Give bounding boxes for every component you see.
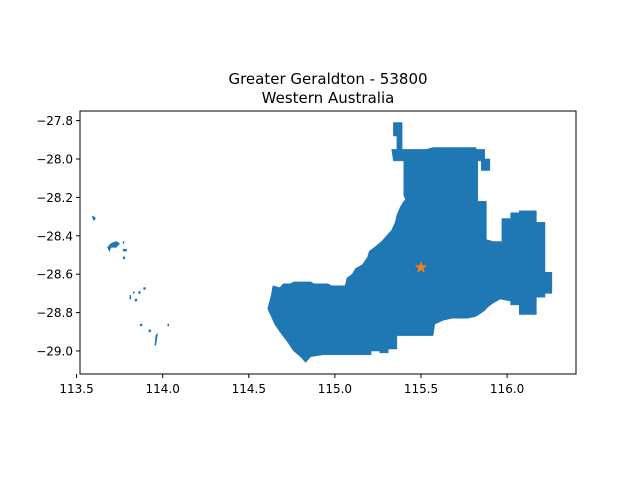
region-island-fragment xyxy=(122,256,126,260)
x-tick-label: 113.5 xyxy=(59,382,93,396)
region-island-fragment xyxy=(129,295,132,300)
region-island-fragment xyxy=(134,298,138,302)
region-island-fragment xyxy=(140,323,143,327)
y-tick-label: −28.4 xyxy=(36,229,73,243)
region-island-fragment xyxy=(122,248,127,252)
y-tick-label: −28.0 xyxy=(36,152,73,166)
region-island-fragment xyxy=(167,323,169,327)
marker-layer xyxy=(414,261,428,273)
y-tick-label: −27.8 xyxy=(36,114,73,128)
y-tick-label: −28.6 xyxy=(36,268,73,282)
region-island-fragment xyxy=(91,216,96,221)
region-island-fragment xyxy=(107,241,121,252)
chart-title-line-1: Greater Geraldton - 53800 xyxy=(228,70,427,88)
y-tick-label: −28.8 xyxy=(36,306,73,320)
chart-title-line-2: Western Australia xyxy=(262,89,395,107)
x-tick-label: 116.0 xyxy=(490,382,524,396)
x-tick-label: 115.0 xyxy=(318,382,352,396)
x-axis: 113.5 114.0 114.5 115.0 115.5 116.0 xyxy=(59,374,524,396)
y-tick-label: −29.0 xyxy=(36,344,73,358)
x-tick-label: 115.5 xyxy=(404,382,438,396)
x-tick-label: 114.5 xyxy=(232,382,266,396)
y-axis: −27.8 −28.0 −28.2 −28.4 −28.6 −28.8 −29.0 xyxy=(36,114,80,358)
region-island-fragment xyxy=(133,291,135,294)
region-island-fragment xyxy=(143,287,146,290)
y-tick-label: −28.2 xyxy=(36,191,73,205)
axes-frame xyxy=(79,110,577,375)
region-island-fragment xyxy=(154,332,158,346)
region-island-fragment xyxy=(148,329,151,333)
centroid-star-marker xyxy=(414,261,428,273)
region-island-fragment xyxy=(138,291,141,294)
region-layer xyxy=(91,122,553,363)
x-tick-label: 114.0 xyxy=(145,382,179,396)
plot-area xyxy=(91,122,553,363)
region-island-fragment xyxy=(122,241,125,244)
region-mainland-polygon xyxy=(267,122,553,363)
